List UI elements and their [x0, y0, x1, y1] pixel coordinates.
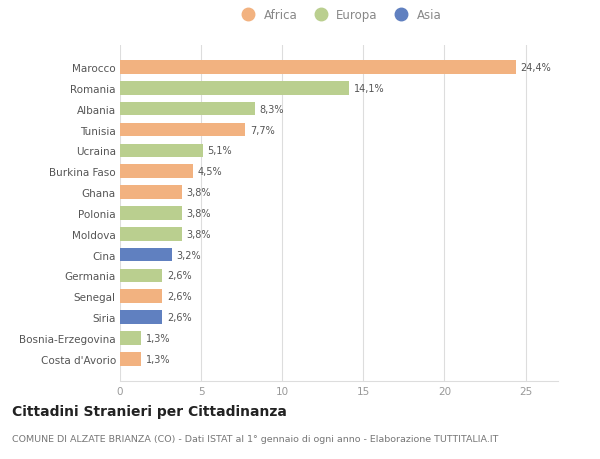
Bar [120, 311, 162, 324]
Bar [120, 123, 245, 137]
Bar [120, 103, 254, 116]
Bar [120, 269, 162, 283]
Text: 3,2%: 3,2% [177, 250, 202, 260]
Text: 1,3%: 1,3% [146, 354, 170, 364]
Text: 5,1%: 5,1% [208, 146, 232, 156]
Text: 2,6%: 2,6% [167, 313, 191, 322]
Text: 1,3%: 1,3% [146, 333, 170, 343]
Text: 14,1%: 14,1% [353, 84, 384, 94]
Text: 2,6%: 2,6% [167, 271, 191, 281]
Text: Cittadini Stranieri per Cittadinanza: Cittadini Stranieri per Cittadinanza [12, 404, 287, 418]
Bar [120, 352, 141, 366]
Bar [120, 61, 516, 75]
Bar [120, 186, 182, 199]
Text: COMUNE DI ALZATE BRIANZA (CO) - Dati ISTAT al 1° gennaio di ogni anno - Elaboraz: COMUNE DI ALZATE BRIANZA (CO) - Dati IST… [12, 434, 499, 443]
Text: 3,8%: 3,8% [187, 208, 211, 218]
Text: 4,5%: 4,5% [198, 167, 223, 177]
Bar [120, 144, 203, 158]
Text: 24,4%: 24,4% [521, 63, 551, 73]
Text: 3,8%: 3,8% [187, 229, 211, 239]
Text: 7,7%: 7,7% [250, 125, 275, 135]
Text: 8,3%: 8,3% [260, 105, 284, 114]
Text: 2,6%: 2,6% [167, 291, 191, 302]
Bar [120, 82, 349, 95]
Bar [120, 248, 172, 262]
Text: 3,8%: 3,8% [187, 188, 211, 198]
Legend: Africa, Europa, Asia: Africa, Europa, Asia [232, 4, 446, 27]
Bar [120, 331, 141, 345]
Bar [120, 290, 162, 303]
Bar [120, 207, 182, 220]
Bar [120, 165, 193, 179]
Bar [120, 228, 182, 241]
